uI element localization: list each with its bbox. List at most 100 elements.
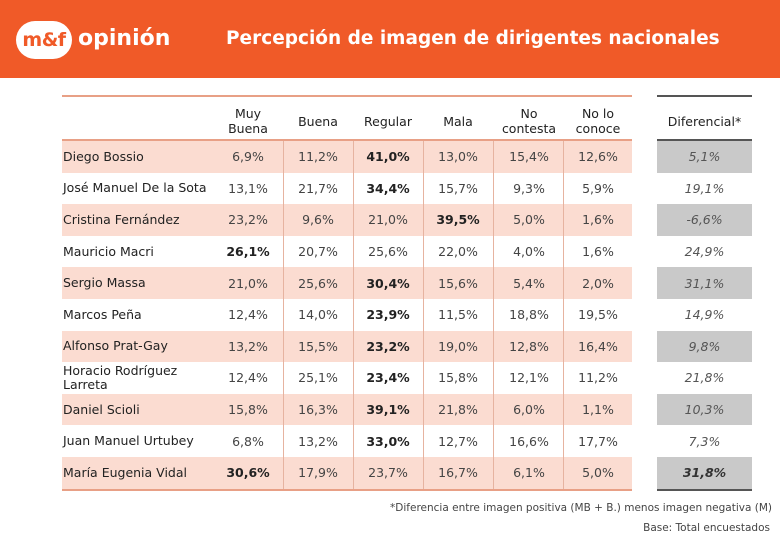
column-separator — [423, 141, 424, 489]
table-cell: 13,2% — [298, 433, 338, 449]
table-cell: 23,4% — [366, 370, 410, 386]
page-title: Percepción de imagen de dirigentes nacio… — [226, 28, 720, 49]
table-cell: 12,4% — [228, 370, 268, 386]
table-cell: 9,6% — [302, 212, 334, 228]
table-cell: 12,7% — [438, 433, 478, 449]
table-cell: 17,7% — [578, 433, 618, 449]
table-cell: 39,1% — [366, 402, 410, 418]
diff-cell: 14,9% — [684, 307, 725, 323]
table-cell: 39,5% — [436, 212, 480, 228]
diff-cell: 7,3% — [688, 433, 721, 449]
table-cell: 26,1% — [226, 244, 270, 260]
row-name: Daniel Scioli — [63, 401, 140, 417]
row-name: Mauricio Macri — [63, 243, 154, 259]
diff-header-rule — [657, 139, 752, 141]
row-name: Alfonso Prat-Gay — [63, 338, 168, 354]
table-cell: 14,0% — [298, 307, 338, 323]
row-name: Cristina Fernández — [63, 211, 180, 227]
table-cell: 23,2% — [228, 212, 268, 228]
table-cell: 6,9% — [232, 149, 264, 165]
table-cell: 25,6% — [368, 244, 408, 260]
table-cell: 13,2% — [228, 338, 268, 354]
table-cell: 13,1% — [228, 180, 268, 196]
table-cell: 15,7% — [438, 180, 478, 196]
table-cell: 25,6% — [298, 275, 338, 291]
column-separator — [353, 141, 354, 489]
table-cell: 22,0% — [438, 244, 478, 260]
table-cell: 34,4% — [366, 180, 410, 196]
column-separator — [283, 141, 284, 489]
table-cell: 19,0% — [438, 338, 478, 354]
table-cell: 15,4% — [509, 149, 549, 165]
table-cell: 23,7% — [368, 465, 408, 481]
diff-cell: 21,8% — [684, 370, 725, 386]
diff-cell: 24,9% — [684, 244, 725, 260]
column-header: Regular — [364, 113, 412, 129]
table-cell: 16,3% — [298, 402, 338, 418]
table-cell: 23,2% — [366, 338, 410, 354]
diff-top-rule — [657, 95, 752, 97]
table-cell: 1,6% — [582, 244, 614, 260]
table-cell: 4,0% — [513, 244, 545, 260]
diff-column-header: Diferencial* — [667, 113, 742, 129]
table-cell: 6,1% — [513, 465, 545, 481]
header-bar: m&f opinión Percepción de imagen de diri… — [0, 0, 780, 78]
table-cell: 5,4% — [513, 275, 545, 291]
table-cell: 9,3% — [513, 180, 545, 196]
table-cell: 21,8% — [438, 402, 478, 418]
table-cell: 1,1% — [582, 402, 614, 418]
table-cell: 30,4% — [366, 275, 410, 291]
table-row — [62, 457, 632, 489]
row-name: Horacio Rodríguez Larreta — [63, 362, 178, 392]
table-cell: 23,9% — [366, 307, 410, 323]
table-cell: 12,8% — [509, 338, 549, 354]
row-name: Juan Manuel Urtubey — [63, 433, 194, 449]
column-header: No contesta — [501, 106, 557, 136]
table-cell: 15,8% — [438, 370, 478, 386]
row-name: Diego Bossio — [63, 148, 144, 164]
table-cell: 21,7% — [298, 180, 338, 196]
table-cell: 19,5% — [578, 307, 618, 323]
table-cell: 33,0% — [366, 433, 410, 449]
table-cell: 17,9% — [298, 465, 338, 481]
table-cell: 12,4% — [228, 307, 268, 323]
table-row — [62, 204, 632, 236]
table-cell: 16,7% — [438, 465, 478, 481]
column-separator — [563, 141, 564, 489]
table-cell: 12,1% — [509, 370, 549, 386]
diff-bottom-rule — [657, 488, 752, 491]
table-cell: 25,1% — [298, 370, 338, 386]
table-row — [62, 330, 632, 363]
table-header-rule — [62, 139, 632, 141]
table-row — [62, 141, 632, 173]
table-cell: 2,0% — [582, 275, 614, 291]
table-cell: 20,7% — [298, 244, 338, 260]
table-cell: 11,5% — [438, 307, 478, 323]
table-cell: 6,8% — [232, 433, 264, 449]
table-top-rule — [62, 95, 632, 97]
table-cell: 5,0% — [582, 465, 614, 481]
column-header: No lo conoce — [575, 106, 621, 136]
table-cell: 6,0% — [513, 402, 545, 418]
footnote: *Diferencia entre imagen positiva (MB + … — [390, 502, 772, 514]
table-bottom-rule — [62, 488, 632, 491]
logo-word: opinión — [78, 26, 171, 51]
table-cell: 5,9% — [582, 180, 614, 196]
table-cell: 11,2% — [578, 370, 618, 386]
diff-cell: 10,3% — [657, 393, 752, 426]
table-cell: 18,8% — [509, 307, 549, 323]
table-cell: 15,6% — [438, 275, 478, 291]
table-cell: 1,6% — [582, 212, 614, 228]
table-cell: 21,0% — [228, 275, 268, 291]
logo-badge — [16, 21, 72, 59]
table-cell: 21,0% — [368, 212, 408, 228]
table-cell: 5,0% — [513, 212, 545, 228]
diff-cell: 9,8% — [657, 330, 752, 363]
table-cell: 15,5% — [298, 338, 338, 354]
table-row — [62, 267, 632, 299]
diff-cell: 31,8% — [657, 457, 752, 489]
diff-cell: 31,1% — [657, 267, 752, 299]
table-cell: 30,6% — [226, 465, 270, 481]
column-header: Buena — [298, 113, 338, 129]
table-cell: 16,6% — [509, 433, 549, 449]
